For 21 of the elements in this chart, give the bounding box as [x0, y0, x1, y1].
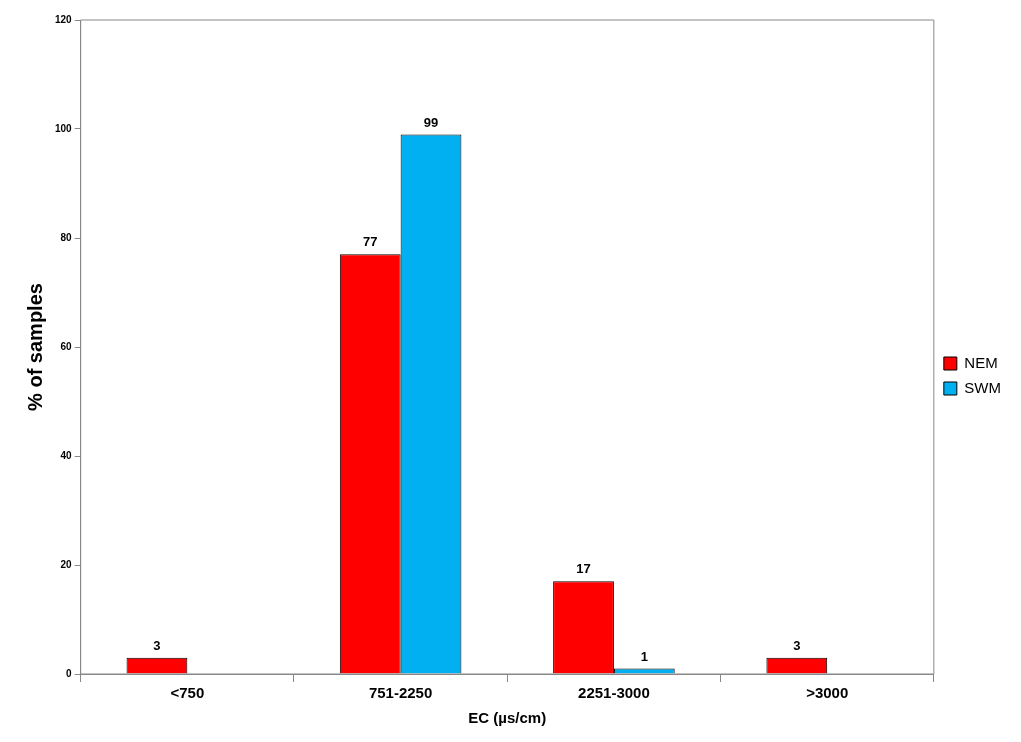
y-tick-label: 0 [66, 667, 73, 679]
data-label: 3 [153, 637, 161, 653]
x-tick-label: <750 [170, 684, 205, 702]
y-tick-label: 20 [60, 558, 73, 570]
x-tick-label: 751-2250 [368, 684, 433, 702]
y-tick-label: 100 [55, 122, 73, 134]
data-label: 77 [362, 234, 378, 250]
x-tick-label: >3000 [806, 684, 849, 702]
data-label: 1 [640, 648, 648, 664]
y-tick-label: 40 [60, 449, 73, 461]
data-label: 3 [793, 637, 801, 653]
x-tick-label: 2251-3000 [578, 684, 650, 702]
legend-label: SWM [964, 378, 1002, 396]
x-axis-title: EC (µs/cm) [468, 709, 547, 727]
y-tick-label: 60 [60, 340, 73, 352]
data-label: 17 [576, 561, 591, 577]
y-tick-label: 120 [55, 13, 73, 25]
data-label: 99 [423, 114, 439, 130]
y-tick-label: 80 [60, 231, 73, 243]
y-axis-title: % of samples [23, 283, 46, 411]
legend-label: NEM [964, 353, 998, 371]
